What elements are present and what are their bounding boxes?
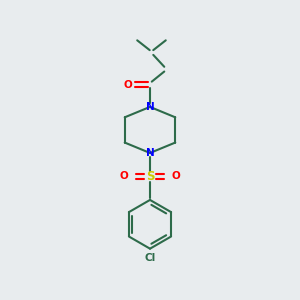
Text: Cl: Cl <box>144 253 156 263</box>
Text: S: S <box>146 170 154 183</box>
Text: N: N <box>146 148 154 158</box>
Text: O: O <box>172 171 181 181</box>
Text: O: O <box>119 171 128 181</box>
Text: O: O <box>124 80 132 90</box>
Text: N: N <box>146 102 154 112</box>
